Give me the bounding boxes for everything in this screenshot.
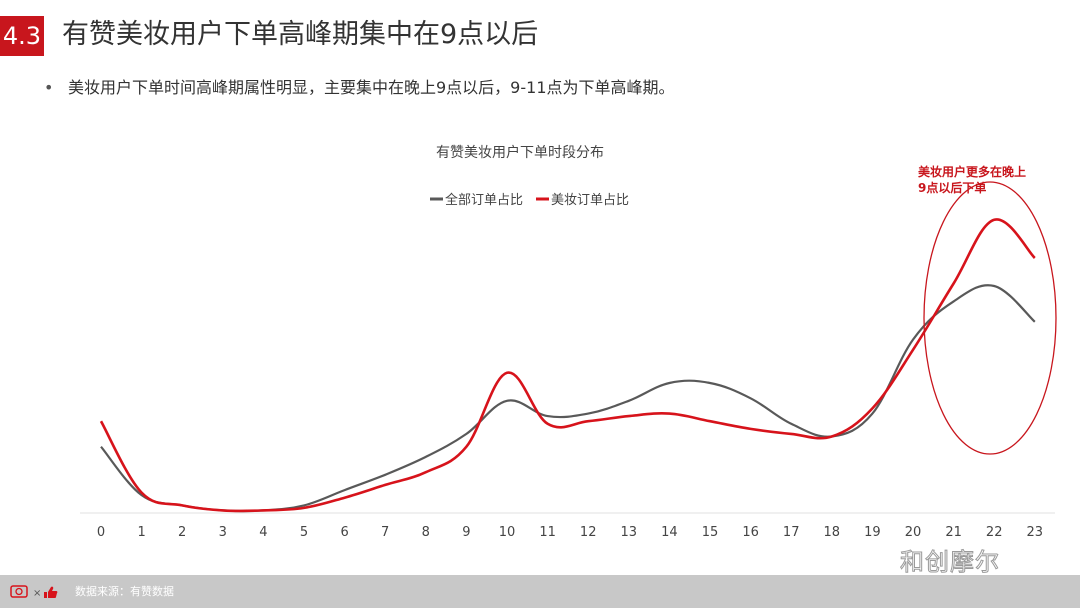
legend-label-all: 全部订单占比: [445, 192, 523, 208]
footer-bar: × 数据来源：有赞数据: [0, 575, 1080, 608]
x-tick-label: 17: [783, 525, 800, 540]
annotation-line-1: 美妆用户更多在晚上: [918, 164, 1026, 179]
x-tick-label: 1: [137, 525, 145, 540]
series-line-beauty-orders: [99, 218, 1036, 513]
chart-title: 有赞美妆用户下单时段分布: [436, 144, 604, 161]
x-tick-label: 15: [702, 525, 719, 540]
bullet-marker: •: [44, 78, 54, 97]
bullet-text: 美妆用户下单时间高峰期属性明显，主要集中在晚上9点以后，9-11点为下单高峰期。: [68, 78, 675, 97]
svg-text:×: ×: [33, 588, 41, 599]
x-tick-label: 0: [97, 525, 105, 540]
x-tick-label: 5: [300, 525, 308, 540]
x-tick-label: 6: [340, 525, 348, 540]
series-lines: [99, 218, 1036, 513]
series-line-all-orders: [100, 284, 1036, 513]
x-tick-label: 16: [742, 525, 759, 540]
x-tick-label: 2: [178, 525, 186, 540]
bullet-point: • 美妆用户下单时间高峰期属性明显，主要集中在晚上9点以后，9-11点为下单高峰期…: [44, 76, 675, 100]
legend-label-beauty: 美妆订单占比: [551, 193, 629, 208]
x-tick-label: 18: [824, 525, 841, 540]
x-tick-label: 21: [945, 525, 962, 540]
data-source-label: 数据来源：有赞数据: [75, 585, 174, 598]
x-tick-label: 3: [219, 525, 227, 540]
watermark-text: 和创摩尔: [900, 548, 1000, 577]
legend: 全部订单占比 美妆订单占比: [430, 192, 629, 208]
x-tick-label: 13: [621, 525, 638, 540]
highlight-ellipse: [923, 181, 1057, 455]
x-tick-label: 23: [1027, 525, 1044, 540]
x-tick-label: 22: [986, 525, 1003, 540]
annotation-line-2: 9点以后下单: [918, 180, 986, 195]
x-tick-label: 10: [499, 525, 516, 540]
x-tick-label: 4: [259, 525, 267, 540]
section-number-badge: 4.3: [0, 16, 44, 56]
x-tick-label: 12: [580, 525, 597, 540]
x-tick-labels: 0 1 2 3 4 5 6 7 8 9 10 11 12 13 14 15 16 17 18 19 20 21 22 23: [97, 525, 1043, 540]
x-tick-label: 20: [905, 525, 922, 540]
x-tick-label: 11: [539, 525, 556, 540]
x-tick-label: 9: [462, 525, 470, 540]
page-title: 有赞美妆用户下单高峰期集中在9点以后: [62, 19, 539, 50]
x-tick-label: 7: [381, 525, 389, 540]
x-tick-label: 19: [864, 525, 881, 540]
x-tick-label: 14: [661, 525, 678, 540]
brand-logo-icon: ×: [10, 585, 58, 599]
line-chart: 有赞美妆用户下单时段分布 全部订单占比 美妆订单占比 0 1 2 3 4 5 6 7 8 9 10 1…: [80, 144, 1057, 540]
x-tick-label: 8: [422, 525, 430, 540]
